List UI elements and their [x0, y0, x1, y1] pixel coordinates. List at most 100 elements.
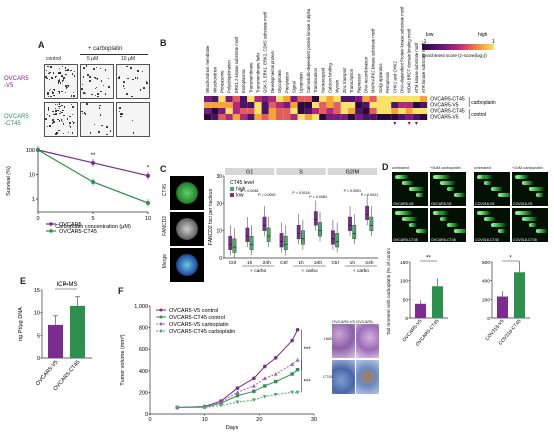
colony-dot — [120, 115, 122, 118]
colony-dot — [61, 111, 63, 114]
legend-label: OVCAR5-CT45 — [59, 229, 97, 235]
heatmap-cell — [405, 102, 413, 108]
heatmap-column-label: Prenylation — [284, 71, 289, 93]
comet-tail — [536, 229, 548, 233]
fancd2-boxplot: G1 S G2/M 30 20 10 0 FANCD2 foci per nucleus Ctr… — [208, 168, 378, 274]
data-point — [36, 148, 40, 152]
colony-dot — [126, 93, 128, 95]
x-tick-label: 24h — [314, 260, 322, 266]
heatmap-cell — [340, 102, 348, 108]
colony-dot — [54, 107, 57, 110]
data-point — [251, 398, 256, 402]
data-point — [290, 372, 294, 376]
heatmap-cell — [412, 114, 420, 120]
y-tick-label: 400 — [139, 369, 148, 375]
heatmap-cell — [304, 108, 312, 114]
comet-tail — [409, 223, 417, 227]
img-label-fancd2: FANCD2 — [162, 216, 168, 236]
colony-dot — [139, 89, 142, 91]
heatmap-cell — [412, 102, 420, 108]
heatmap-column-label: Mitochondrion membrane — [205, 45, 210, 93]
comet-tail — [397, 175, 409, 179]
img-label-ct45: CT45 — [162, 184, 168, 197]
heatmap-cell — [319, 108, 327, 114]
col-10um: 10 μM — [121, 56, 135, 62]
comet-image: OVCAR5-V5 — [392, 172, 428, 206]
x-tick-label: 24h — [263, 260, 271, 266]
colony-dot — [55, 75, 58, 78]
colony-dot — [89, 132, 92, 134]
box — [335, 233, 340, 248]
colony-dot — [56, 103, 59, 106]
data-point — [175, 405, 180, 410]
comet-tail — [484, 181, 492, 185]
heatmap-cell — [211, 96, 219, 102]
heatmap-cell — [412, 108, 420, 114]
comet-tail — [484, 217, 496, 221]
colony-dot — [94, 94, 97, 97]
colony-dot — [61, 80, 64, 82]
comet-tail — [440, 217, 448, 221]
phase-header-box — [327, 168, 377, 175]
colony-dot — [71, 132, 74, 134]
heatmap-cell — [312, 102, 320, 108]
heatmap-cell — [420, 96, 428, 102]
heatmap-row-label: OVCAR5-CT45 — [430, 97, 465, 103]
colony-dot — [70, 69, 72, 71]
p-value: P = 0.0092 — [258, 193, 275, 197]
data-point — [295, 368, 300, 372]
colony-dot — [136, 77, 139, 79]
heatmap-cell — [369, 96, 377, 102]
heatmap-cell — [319, 102, 327, 108]
colony-dot — [58, 67, 60, 70]
heatmap-column-label: Zinc transport — [342, 67, 347, 93]
col-control: control — [46, 56, 62, 62]
heatmap-cell — [304, 96, 312, 102]
colony-dot — [99, 114, 102, 116]
y-tick-label: 600 — [139, 347, 148, 353]
comet-cellline-label: COV318-V5 — [475, 202, 495, 206]
colony-dot — [69, 115, 71, 118]
box — [300, 230, 305, 245]
heatmap-cell — [283, 102, 291, 108]
colony-dot — [52, 110, 54, 113]
img-label-merge: Merge — [162, 254, 168, 269]
colony-dot — [65, 87, 68, 90]
heatmap-cell — [218, 102, 226, 108]
comet-tail — [454, 229, 466, 233]
colony-dot — [46, 113, 49, 116]
colony-dot — [61, 65, 64, 68]
colony-dot — [53, 94, 55, 97]
comet-cellline-label: OVCAR5-V5 — [393, 202, 414, 206]
y-tick-label: 200 — [139, 390, 148, 396]
comet-tail — [416, 229, 428, 233]
colony-dot — [95, 77, 97, 80]
colony-dot — [119, 107, 121, 109]
heatmap-column-label: Glycoprotein — [277, 69, 282, 93]
heatmap-cell — [290, 108, 298, 114]
comet-tail — [522, 217, 538, 221]
data-point — [295, 358, 300, 362]
y-tick-label: 50 — [403, 297, 409, 303]
significance-mark: * — [509, 256, 512, 262]
heatmap-cell — [218, 114, 226, 120]
comet-tail — [402, 181, 414, 185]
colony-dot — [97, 93, 99, 95]
box — [266, 227, 271, 242]
heatmap-cell — [362, 96, 370, 102]
bar — [415, 303, 426, 318]
legend-marker — [159, 322, 163, 326]
colony-dot — [127, 77, 129, 80]
heatmap-row-label: OVCAR5-V5 — [430, 115, 459, 121]
colony-plate — [116, 64, 150, 99]
x-tick-label: 10 — [145, 216, 151, 222]
heatmap-cell — [240, 102, 248, 108]
heatmap-cell — [261, 96, 269, 102]
comet-tail — [479, 211, 491, 215]
colony-dot — [61, 104, 63, 107]
colony-dot — [62, 79, 65, 82]
colony-dot — [48, 78, 51, 81]
colony-dot — [64, 67, 67, 69]
colony-dot — [63, 77, 65, 79]
heatmap-cell — [369, 102, 377, 108]
